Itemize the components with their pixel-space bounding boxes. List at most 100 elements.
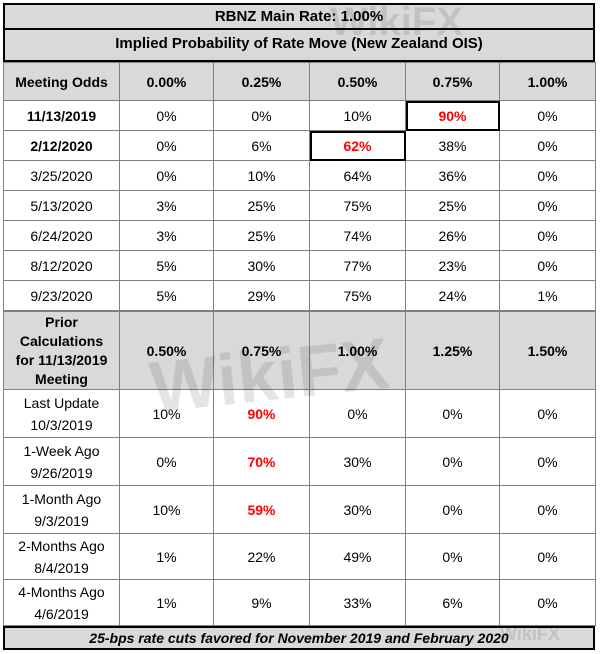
probability-cell: 22% <box>213 533 310 580</box>
snapshot-date: 4/6/2019 <box>34 605 89 622</box>
probability-cell: 5% <box>119 250 214 281</box>
title-band: RBNZ Main Rate: 1.00% <box>3 3 595 30</box>
meeting-date: 8/12/2020 <box>3 250 120 281</box>
meeting-date: 11/13/2019 <box>3 100 120 131</box>
column-header: 0.25% <box>213 62 310 101</box>
snapshot-label-cell: 2-Months Ago 8/4/2019 <box>3 533 120 580</box>
table-row: 1-Week Ago 9/26/2019 0% 70% 30% 0% 0% <box>3 437 596 486</box>
snapshot-label: 4-Months Ago <box>18 583 105 600</box>
column-header: 1.50% <box>499 311 596 390</box>
probability-cell: 38% <box>405 130 500 161</box>
snapshot-date: 9/3/2019 <box>34 512 89 529</box>
column-header: 0.75% <box>405 62 500 101</box>
probability-cell: 0% <box>499 160 596 191</box>
column-header: 1.00% <box>499 62 596 101</box>
probability-cell: 10% <box>119 485 214 534</box>
probability-cell: 0% <box>309 389 406 438</box>
probability-cell: 25% <box>405 190 500 221</box>
probability-cell: 0% <box>405 485 500 534</box>
footer-note: 25-bps rate cuts favored for November 20… <box>89 630 509 646</box>
probability-cell: 25% <box>213 220 310 251</box>
probability-cell: 29% <box>213 280 310 311</box>
probability-cell: 24% <box>405 280 500 311</box>
page-subtitle: Implied Probability of Rate Move (New Ze… <box>115 35 483 52</box>
highlighted-probability-cell: 62% <box>309 130 406 161</box>
probability-cell: 0% <box>499 100 596 131</box>
snapshot-label-cell: 1-Month Ago 9/3/2019 <box>3 485 120 534</box>
probability-cell: 0% <box>213 100 310 131</box>
snapshot-label-cell: 1-Week Ago 9/26/2019 <box>3 437 120 486</box>
table-row: 5/13/2020 3% 25% 75% 25% 0% <box>3 190 596 221</box>
meeting-odds-header-row: Meeting Odds 0.00% 0.25% 0.50% 0.75% 1.0… <box>3 62 596 101</box>
probability-cell: 75% <box>309 280 406 311</box>
meeting-date: 2/12/2020 <box>3 130 120 161</box>
table-row: 4-Months Ago 4/6/2019 1% 9% 33% 6% 0% <box>3 579 596 626</box>
probability-cell: 6% <box>405 579 500 626</box>
probability-cell: 36% <box>405 160 500 191</box>
meeting-date: 5/13/2020 <box>3 190 120 221</box>
table-row: 8/12/2020 5% 30% 77% 23% 0% <box>3 250 596 281</box>
footer-band: 25-bps rate cuts favored for November 20… <box>3 626 595 650</box>
snapshot-label: 1-Month Ago <box>21 490 102 507</box>
probability-cell: 30% <box>213 250 310 281</box>
probability-cell: 5% <box>119 280 214 311</box>
probability-cell: 75% <box>309 190 406 221</box>
snapshot-date: 8/4/2019 <box>34 559 89 576</box>
prior-calculations-corner: Prior Calculations for 11/13/2019 Meetin… <box>3 311 120 390</box>
probability-cell: 1% <box>499 280 596 311</box>
probability-cell: 9% <box>213 579 310 626</box>
column-header: 1.25% <box>405 311 500 390</box>
probability-cell: 0% <box>119 130 214 161</box>
highlighted-probability-cell: 70% <box>213 437 310 486</box>
probability-cell: 0% <box>499 220 596 251</box>
probability-cell: 0% <box>499 485 596 534</box>
meeting-date: 3/25/2020 <box>3 160 120 191</box>
probability-cell: 30% <box>309 437 406 486</box>
page-title: RBNZ Main Rate: 1.00% <box>214 8 384 25</box>
probability-cell: 0% <box>499 579 596 626</box>
subtitle-band: Implied Probability of Rate Move (New Ze… <box>3 30 595 62</box>
highlighted-probability-cell: 90% <box>405 100 500 131</box>
probability-cell: 0% <box>499 437 596 486</box>
column-header: 0.50% <box>119 311 214 390</box>
table-row: Last Update 10/3/2019 10% 90% 0% 0% 0% <box>3 389 596 438</box>
column-header: 0.50% <box>309 62 406 101</box>
prior-calculations-header-row: Prior Calculations for 11/13/2019 Meetin… <box>3 311 596 390</box>
highlighted-probability-cell: 90% <box>213 389 310 438</box>
probability-cell: 3% <box>119 190 214 221</box>
probability-cell: 49% <box>309 533 406 580</box>
probability-cell: 6% <box>213 130 310 161</box>
probability-cell: 0% <box>499 389 596 438</box>
probability-cell: 0% <box>405 389 500 438</box>
meeting-odds-corner: Meeting Odds <box>3 62 120 101</box>
meeting-odds-table: Meeting Odds 0.00% 0.25% 0.50% 0.75% 1.0… <box>3 62 596 311</box>
probability-cell: 74% <box>309 220 406 251</box>
table-row: 9/23/2020 5% 29% 75% 24% 1% <box>3 280 596 311</box>
snapshot-label: Last Update <box>23 394 100 411</box>
probability-cell: 1% <box>119 579 214 626</box>
probability-cell: 1% <box>119 533 214 580</box>
table-row: 11/13/2019 0% 0% 10% 90% 0% <box>3 100 596 131</box>
meeting-date: 6/24/2020 <box>3 220 120 251</box>
probability-cell: 77% <box>309 250 406 281</box>
highlighted-probability-cell: 59% <box>213 485 310 534</box>
snapshot-label: 1-Week Ago <box>23 442 100 459</box>
table-row: 3/25/2020 0% 10% 64% 36% 0% <box>3 160 596 191</box>
probability-cell: 0% <box>499 190 596 221</box>
probability-cell: 64% <box>309 160 406 191</box>
probability-cell: 0% <box>119 160 214 191</box>
column-header: 0.75% <box>213 311 310 390</box>
table-row: 6/24/2020 3% 25% 74% 26% 0% <box>3 220 596 251</box>
probability-cell: 0% <box>499 533 596 580</box>
snapshot-label: 2-Months Ago <box>18 537 105 554</box>
probability-cell: 0% <box>119 437 214 486</box>
probability-cell: 3% <box>119 220 214 251</box>
snapshot-label-cell: 4-Months Ago 4/6/2019 <box>3 579 120 626</box>
probability-cell: 30% <box>309 485 406 534</box>
table-row: 1-Month Ago 9/3/2019 10% 59% 30% 0% 0% <box>3 485 596 534</box>
probability-cell: 25% <box>213 190 310 221</box>
probability-cell: 0% <box>499 130 596 161</box>
snapshot-date: 9/26/2019 <box>30 464 93 481</box>
probability-cell: 10% <box>309 100 406 131</box>
table-row: 2/12/2020 0% 6% 62% 38% 0% <box>3 130 596 161</box>
